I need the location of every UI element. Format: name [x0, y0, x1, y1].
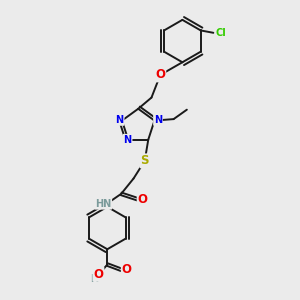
Text: HN: HN: [95, 199, 111, 209]
Text: O: O: [122, 263, 132, 276]
Text: Cl: Cl: [215, 28, 226, 38]
Text: N: N: [154, 115, 162, 125]
Text: H: H: [90, 274, 98, 284]
Text: O: O: [138, 193, 148, 206]
Text: O: O: [155, 68, 165, 81]
Text: N: N: [124, 135, 132, 145]
Text: O: O: [94, 268, 103, 281]
Text: S: S: [140, 154, 149, 167]
Text: N: N: [116, 115, 124, 125]
